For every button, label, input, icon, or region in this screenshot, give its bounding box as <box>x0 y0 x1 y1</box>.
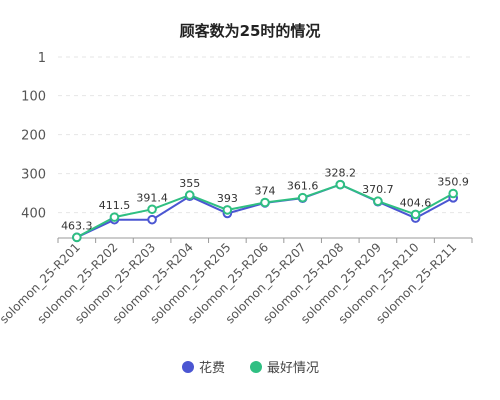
data-label: 355 <box>179 177 200 190</box>
y-tick-label: 200 <box>21 129 46 144</box>
chart-title: 顾客数为25时的情况 <box>180 22 321 40</box>
data-label: 361.6 <box>287 180 319 193</box>
y-tick-label: 1 <box>38 51 46 66</box>
data-point[interactable] <box>184 190 195 200</box>
data-label: 391.4 <box>136 191 168 204</box>
x-axis: solomon_25-R201solomon_25-R202solomon_25… <box>0 237 473 326</box>
legend[interactable]: 花费 最好情况 <box>182 360 319 376</box>
legend-marker <box>182 361 194 373</box>
data-point[interactable] <box>410 209 421 220</box>
data-label: 463.3 <box>61 219 93 232</box>
data-point[interactable] <box>448 188 458 199</box>
y-tick-label: 400 <box>21 207 46 222</box>
legend-label: 最好情况 <box>267 361 319 376</box>
data-label: 374 <box>255 185 276 198</box>
data-label: 370.7 <box>362 183 394 196</box>
series-points <box>72 179 458 243</box>
data-label: 411.5 <box>99 199 131 212</box>
y-axis: 1 100 200 300 400 <box>21 51 46 222</box>
data-label: 404.6 <box>400 196 432 209</box>
data-point[interactable] <box>109 212 120 222</box>
y-tick-label: 300 <box>21 168 46 183</box>
data-point[interactable] <box>222 205 233 215</box>
legend-marker <box>250 361 262 373</box>
data-point[interactable] <box>373 196 383 207</box>
y-tick-label: 100 <box>21 90 46 105</box>
data-point[interactable] <box>72 232 82 243</box>
data-point[interactable] <box>260 197 270 208</box>
data-labels: 463.3 411.5 391.4 355 393 374 361.6 328.2 370.7 4… <box>61 167 469 233</box>
data-label: 328.2 <box>325 167 357 180</box>
data-point[interactable] <box>147 204 157 215</box>
data-point[interactable] <box>335 179 346 190</box>
legend-label: 花费 <box>199 360 225 376</box>
data-label: 393 <box>217 192 238 205</box>
data-point[interactable] <box>297 192 308 203</box>
data-label: 350.9 <box>437 175 469 188</box>
data-point[interactable] <box>147 214 157 225</box>
